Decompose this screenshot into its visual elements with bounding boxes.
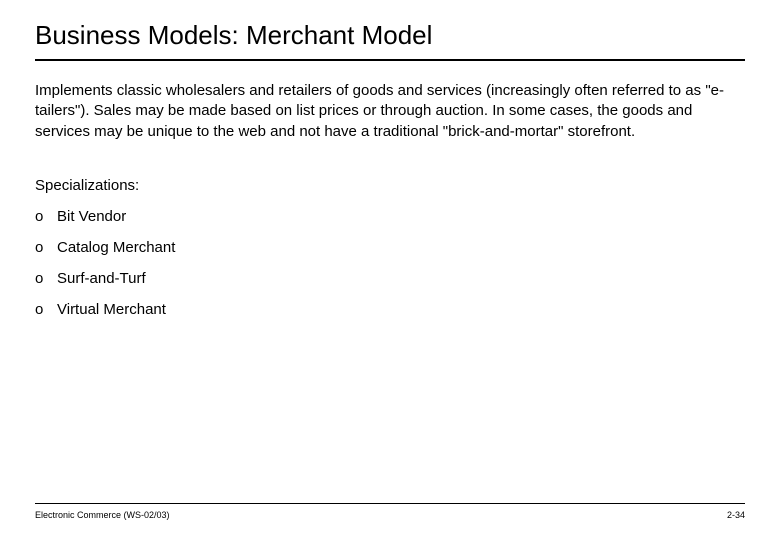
slide: Business Models: Merchant Model Implemen…	[0, 0, 780, 540]
list-item: o Surf-and-Turf	[57, 270, 745, 287]
list-item: o Catalog Merchant	[57, 239, 745, 256]
specializations-list: o Bit Vendor o Catalog Merchant o Surf-a…	[35, 208, 745, 318]
slide-title: Business Models: Merchant Model	[35, 20, 745, 51]
list-item-label: Bit Vendor	[57, 208, 126, 225]
slide-footer: Electronic Commerce (WS-02/03) 2-34	[35, 503, 745, 520]
list-item-label: Virtual Merchant	[57, 301, 166, 318]
list-item: o Bit Vendor	[57, 208, 745, 225]
list-item-label: Catalog Merchant	[57, 239, 175, 256]
page-number: 2-34	[727, 510, 745, 520]
list-item: o Virtual Merchant	[57, 301, 745, 318]
bullet-marker: o	[35, 239, 43, 256]
footer-source: Electronic Commerce (WS-02/03)	[35, 510, 170, 520]
bullet-marker: o	[35, 270, 43, 287]
list-item-label: Surf-and-Turf	[57, 270, 146, 287]
footer-divider	[35, 503, 745, 504]
body-paragraph: Implements classic wholesalers and retai…	[35, 81, 745, 142]
title-divider	[35, 59, 745, 61]
footer-row: Electronic Commerce (WS-02/03) 2-34	[35, 510, 745, 520]
bullet-marker: o	[35, 301, 43, 318]
bullet-marker: o	[35, 208, 43, 225]
specializations-heading: Specializations:	[35, 177, 745, 194]
